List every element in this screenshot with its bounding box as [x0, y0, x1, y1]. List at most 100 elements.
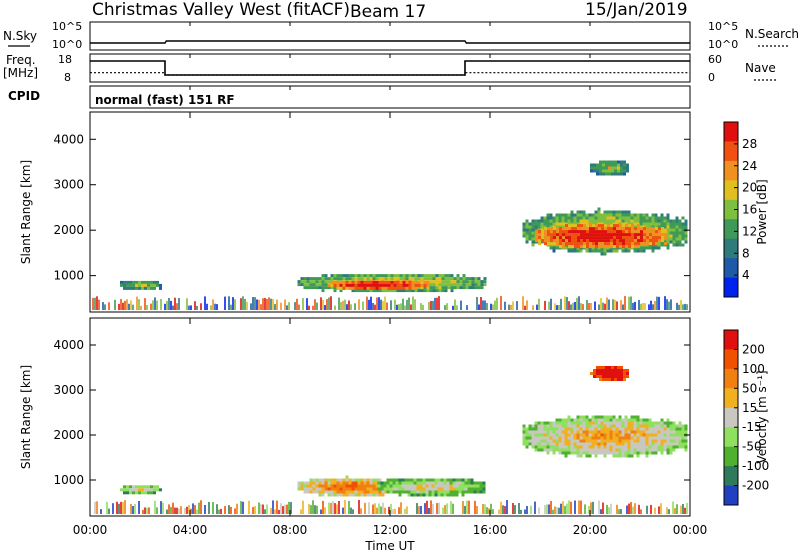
ground-scatter-cell [192, 503, 194, 514]
heatmap-cell [573, 216, 577, 220]
heatmap-cell [637, 239, 640, 243]
heatmap-cell [672, 225, 676, 229]
heatmap-cell [483, 280, 487, 284]
ground-scatter-cell [342, 300, 344, 310]
heatmap-cell [410, 487, 414, 491]
heatmap-cell [387, 286, 391, 290]
heatmap-cell [398, 490, 402, 494]
heatmap-cell [664, 233, 667, 237]
ground-scatter-cell [414, 299, 416, 310]
heatmap-cell [595, 233, 598, 237]
heatmap-cell [576, 445, 580, 449]
heatmap-cell [634, 242, 637, 246]
heatmap-cell [396, 289, 400, 293]
heatmap-cell [615, 430, 619, 434]
heatmap-cell [483, 277, 487, 281]
heatmap-cell [663, 424, 667, 428]
heatmap-cell [599, 372, 602, 375]
heatmap-cell [646, 239, 649, 243]
heatmap-cell [609, 421, 613, 425]
heatmap-cell [159, 286, 162, 290]
heatmap-cell [444, 274, 448, 278]
heatmap-cell [633, 418, 637, 422]
heatmap-cell [586, 245, 589, 249]
heatmap-cell [660, 213, 664, 217]
heatmap-cell [525, 436, 529, 440]
heatmap-cell [395, 487, 399, 491]
heatmap-cell [576, 430, 580, 434]
heatmap-cell [684, 424, 688, 428]
heatmap-cell [413, 478, 417, 482]
heatmap-cell [639, 216, 643, 220]
heatmap-cell [470, 484, 474, 488]
heatmap-cell [592, 230, 595, 234]
heatmap-cell [456, 277, 460, 281]
heatmap-cell [627, 445, 631, 449]
heatmap-cell [630, 454, 634, 458]
heatmap-cell [375, 490, 379, 494]
freq-left-tick-bottom: 8 [64, 71, 71, 84]
heatmap-cell [574, 236, 577, 240]
heatmap-cell [586, 236, 589, 240]
heatmap-cell [573, 430, 577, 434]
heatmap-cell [438, 274, 442, 278]
ground-scatter-cell [172, 502, 174, 514]
heatmap-cell [153, 286, 156, 290]
ground-scatter-cell [212, 502, 214, 514]
heatmap-cell [681, 228, 685, 232]
heatmap-cell [672, 243, 676, 247]
heatmap-cell [596, 372, 599, 375]
ground-scatter-cell [124, 300, 126, 310]
heatmap-cell [459, 283, 463, 287]
ground-scatter-cell [170, 300, 172, 310]
heatmap-cell [372, 478, 376, 482]
ground-scatter-cell [546, 504, 548, 514]
heatmap-cell [330, 481, 334, 485]
heatmap-cell [657, 222, 661, 226]
heatmap-cell [321, 484, 325, 488]
heatmap-cell [579, 454, 583, 458]
heatmap-cell [339, 283, 343, 287]
heatmap-cell [434, 487, 438, 491]
heatmap-cell [618, 216, 622, 220]
heatmap-cell [583, 233, 586, 237]
heatmap-cell [555, 225, 559, 229]
heatmap-cell [637, 245, 640, 249]
heatmap-cell [642, 430, 646, 434]
heatmap-cell [559, 245, 562, 249]
heatmap-cell [386, 478, 390, 482]
heatmap-cell [588, 442, 592, 446]
heatmap-cell [522, 442, 526, 446]
heatmap-cell [666, 246, 670, 250]
heatmap-cell [597, 421, 601, 425]
heatmap-cell [651, 246, 655, 250]
heatmap-cell [561, 216, 565, 220]
heatmap-cell [360, 481, 364, 485]
heatmap-cell [568, 236, 571, 240]
heatmap-cell [147, 286, 150, 290]
heatmap-cell [333, 481, 337, 485]
heatmap-cell [684, 430, 688, 434]
heatmap-cell [576, 210, 580, 214]
heatmap-cell [443, 490, 447, 494]
ground-scatter-cell [684, 507, 686, 514]
heatmap-cell [580, 224, 583, 228]
ground-scatter-cell [686, 503, 688, 514]
heatmap-cell [645, 430, 649, 434]
heatmap-cell [681, 442, 685, 446]
heatmap-cell [321, 277, 325, 281]
heatmap-cell [405, 277, 409, 281]
heatmap-cell [534, 448, 538, 452]
heatmap-cell [522, 225, 526, 229]
heatmap-cell [324, 478, 328, 482]
ground-scatter-cell [324, 507, 326, 514]
heatmap-cell [541, 239, 544, 243]
heatmap-cell [621, 421, 625, 425]
heatmap-cell [330, 493, 334, 497]
ground-scatter-cell [354, 303, 356, 310]
heatmap-cell [354, 490, 358, 494]
heatmap-cell [300, 481, 304, 485]
heatmap-cell [381, 274, 385, 278]
colorbar-swatch [724, 258, 738, 278]
ground-scatter-cell [258, 502, 260, 514]
